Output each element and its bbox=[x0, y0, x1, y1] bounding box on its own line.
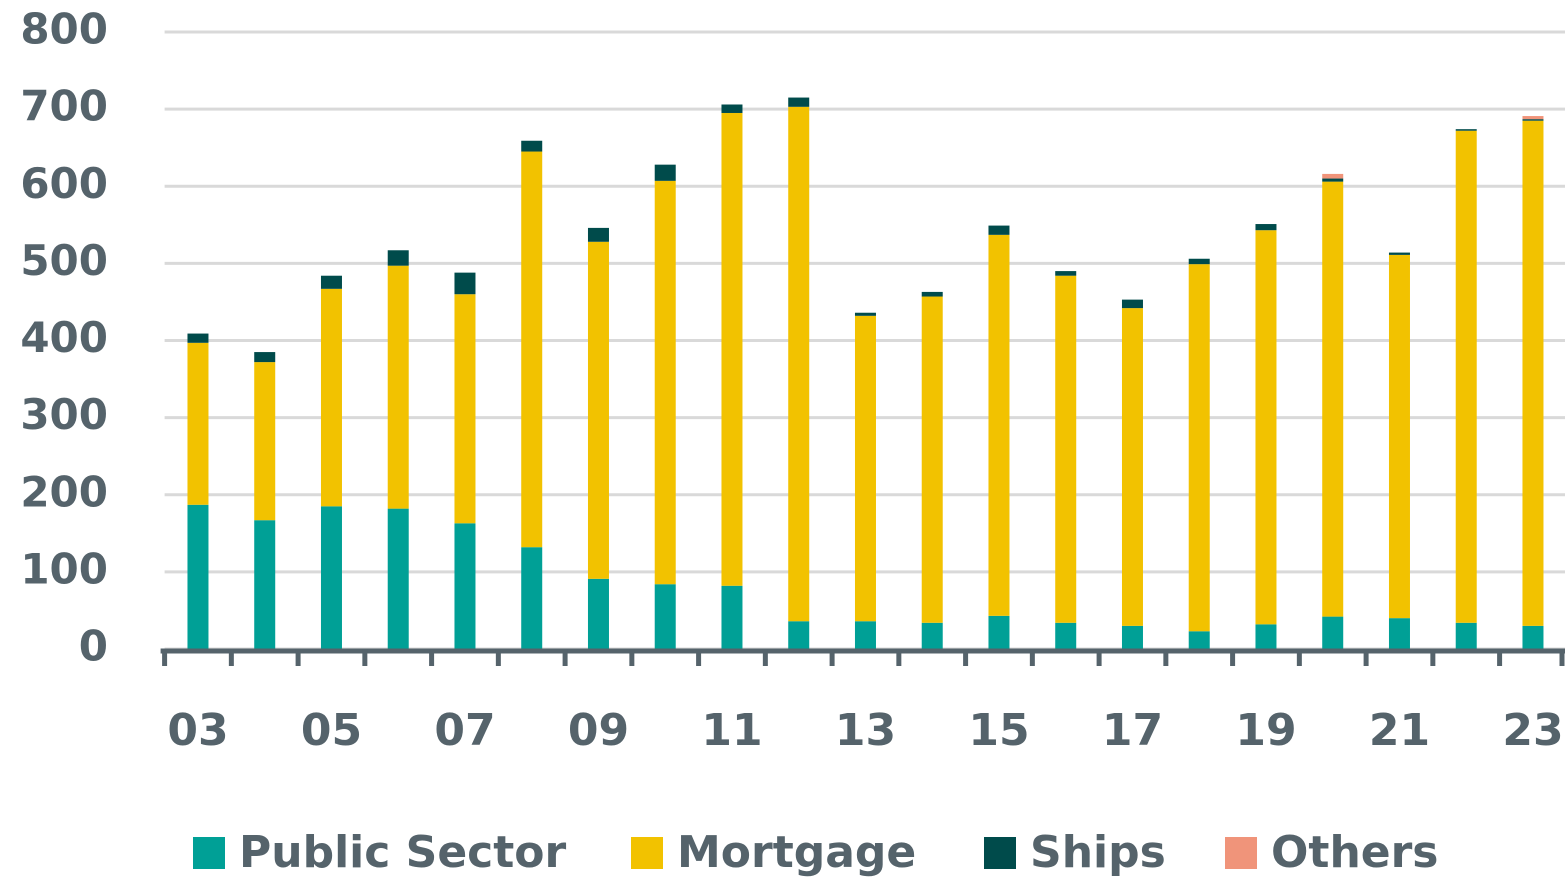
bar-segment bbox=[1055, 622, 1077, 649]
y-tick-label: 500 bbox=[20, 236, 108, 285]
bar-segment bbox=[1522, 119, 1544, 121]
bar-segment bbox=[921, 622, 943, 649]
bar-segment bbox=[788, 97, 810, 107]
bar-segment bbox=[254, 352, 276, 363]
bar-segment bbox=[254, 520, 276, 649]
bar-segment bbox=[454, 272, 476, 295]
bar-segment bbox=[1121, 308, 1143, 626]
bar-segment bbox=[1455, 130, 1477, 623]
y-tick-label: 300 bbox=[20, 390, 108, 439]
x-tick-label: 21 bbox=[1369, 705, 1430, 756]
bar-segment bbox=[387, 265, 409, 509]
bar-segment bbox=[721, 585, 743, 649]
x-tick-label: 11 bbox=[701, 705, 762, 756]
bar-segment bbox=[1188, 631, 1210, 649]
bar-segment bbox=[1055, 271, 1077, 276]
bar-segment bbox=[1455, 622, 1477, 649]
bar-segment bbox=[1255, 230, 1277, 625]
bar-segment bbox=[387, 508, 409, 649]
bar-segment bbox=[854, 312, 876, 316]
bar-segment bbox=[521, 547, 543, 649]
x-tick-label: 23 bbox=[1502, 705, 1563, 756]
bar-segment bbox=[320, 288, 342, 507]
bar-segment bbox=[320, 506, 342, 649]
bar-segment bbox=[1322, 616, 1344, 649]
bar-segment bbox=[721, 112, 743, 586]
legend-label: Mortgage bbox=[677, 827, 916, 878]
bar-segment bbox=[1522, 116, 1544, 120]
bar-segment bbox=[988, 225, 1010, 235]
bar-segment bbox=[187, 504, 209, 649]
y-tick-label: 200 bbox=[20, 467, 108, 516]
bar-segment bbox=[854, 315, 876, 622]
bar-segment bbox=[320, 275, 342, 289]
bar-segment bbox=[788, 106, 810, 622]
bar-segment bbox=[654, 180, 676, 585]
y-tick-label: 100 bbox=[20, 544, 108, 593]
bar-segment bbox=[1188, 264, 1210, 632]
bar-segment bbox=[587, 578, 609, 649]
bar-segment bbox=[1188, 258, 1210, 265]
x-tick-label: 15 bbox=[968, 705, 1029, 756]
bar-segment bbox=[1388, 252, 1410, 255]
bar-segment bbox=[387, 250, 409, 266]
bar-segment bbox=[921, 291, 943, 297]
bar-segment bbox=[854, 621, 876, 649]
bar-segment bbox=[1522, 625, 1544, 649]
legend-label: Others bbox=[1271, 827, 1439, 878]
bar-segment bbox=[1522, 120, 1544, 626]
bar-segment bbox=[187, 342, 209, 505]
y-tick-label: 700 bbox=[20, 82, 108, 131]
bar-segment bbox=[1255, 624, 1277, 649]
bar-segment bbox=[521, 151, 543, 548]
x-tick-label: 07 bbox=[434, 705, 495, 756]
legend-swatch bbox=[984, 837, 1016, 869]
bar-segment bbox=[1388, 618, 1410, 649]
bar-segment bbox=[187, 333, 209, 343]
bar-segment bbox=[454, 294, 476, 524]
legend-label: Ships bbox=[1030, 827, 1166, 878]
x-tick-label: 05 bbox=[301, 705, 362, 756]
y-tick-label: 600 bbox=[20, 159, 108, 208]
bar-segment bbox=[1255, 224, 1277, 231]
legend-swatch bbox=[1225, 837, 1257, 869]
bar-segment bbox=[521, 140, 543, 152]
bar-segment bbox=[1322, 173, 1344, 179]
bar-segment bbox=[254, 362, 276, 521]
legend-swatch bbox=[193, 837, 225, 869]
bar-segment bbox=[1322, 178, 1344, 182]
bar-segment bbox=[921, 296, 943, 623]
y-tick-label: 0 bbox=[79, 622, 108, 671]
legend-swatch bbox=[631, 837, 663, 869]
bar-segment bbox=[654, 164, 676, 181]
x-tick-label: 13 bbox=[835, 705, 896, 756]
bar-segment bbox=[1055, 275, 1077, 623]
bar-segment bbox=[1388, 254, 1410, 619]
bar-segment bbox=[454, 523, 476, 649]
bar-segment bbox=[1322, 181, 1344, 617]
x-tick-label: 09 bbox=[568, 705, 629, 756]
bar-segment bbox=[788, 621, 810, 649]
bar-segment bbox=[1121, 299, 1143, 309]
y-tick-label: 400 bbox=[20, 313, 108, 362]
bar-segment bbox=[587, 227, 609, 242]
x-tick-label: 19 bbox=[1235, 705, 1296, 756]
bar-segment bbox=[721, 104, 743, 113]
x-tick-label: 17 bbox=[1102, 705, 1163, 756]
x-tick-label: 03 bbox=[167, 705, 228, 756]
bar-segment bbox=[1121, 625, 1143, 649]
y-tick-label: 800 bbox=[20, 5, 108, 54]
bar-segment bbox=[587, 241, 609, 579]
bar-segment bbox=[1455, 129, 1477, 131]
legend-label: Public Sector bbox=[239, 827, 567, 878]
bar-segment bbox=[654, 584, 676, 649]
bar-segment bbox=[988, 234, 1010, 616]
bar-segment bbox=[988, 615, 1010, 649]
